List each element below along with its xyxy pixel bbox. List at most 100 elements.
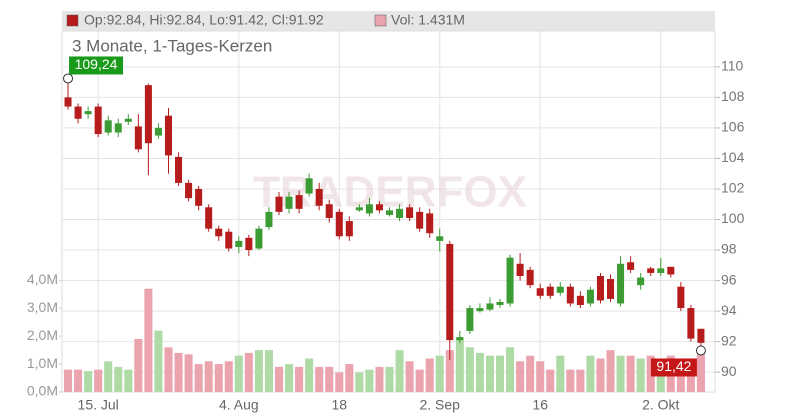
candle-body bbox=[134, 126, 142, 150]
volume-bar bbox=[264, 350, 273, 392]
candle-body bbox=[496, 301, 504, 305]
volume-bar bbox=[556, 355, 565, 392]
volume-bar bbox=[194, 364, 203, 392]
volume-bar bbox=[475, 352, 484, 392]
volume-tick-label: 1,0M bbox=[27, 355, 58, 371]
candle-body bbox=[375, 204, 383, 211]
volume-bar bbox=[626, 355, 635, 392]
volume-bar bbox=[405, 361, 414, 392]
y-tick-label: 108 bbox=[721, 88, 745, 104]
candle-body bbox=[205, 207, 213, 229]
x-tick-label: 2. Sep bbox=[419, 397, 460, 413]
header-price: Op:92.84, Hi:92.84, Lo:91.42, Cl:91.92 bbox=[84, 12, 324, 28]
candle-body bbox=[124, 118, 132, 122]
volume-bar bbox=[134, 338, 143, 392]
volume-bar bbox=[144, 288, 153, 392]
volume-tick-label: 2,0M bbox=[27, 327, 58, 343]
candle-body bbox=[235, 240, 243, 247]
candle-body bbox=[265, 211, 273, 228]
candle-body bbox=[446, 243, 454, 341]
y-tick-label: 90 bbox=[721, 363, 737, 379]
volume-bar bbox=[94, 369, 103, 392]
y-tick-label: 98 bbox=[721, 241, 737, 257]
candle-body bbox=[667, 266, 675, 275]
y-tick-label: 92 bbox=[721, 332, 737, 348]
candle-body bbox=[104, 120, 112, 133]
volume-bar bbox=[526, 355, 535, 392]
candle-body bbox=[195, 188, 203, 206]
candle-body bbox=[225, 231, 233, 249]
candle-body bbox=[526, 269, 534, 286]
volume-legend-swatch bbox=[374, 14, 387, 27]
volume-bar bbox=[214, 364, 223, 392]
volume-bar bbox=[566, 369, 575, 392]
volume-bar bbox=[204, 361, 213, 392]
volume-bar bbox=[425, 358, 434, 392]
y-tick-label: 106 bbox=[721, 119, 745, 135]
volume-bar bbox=[64, 369, 73, 392]
candle-body bbox=[637, 277, 645, 286]
header-volume: Vol: 1.431M bbox=[391, 12, 465, 28]
price-legend-swatch bbox=[66, 14, 79, 27]
candle-body bbox=[396, 208, 404, 218]
candle-body bbox=[697, 328, 705, 343]
volume-bar bbox=[74, 369, 83, 392]
volume-bar bbox=[84, 371, 93, 392]
candle-body bbox=[64, 97, 72, 107]
volume-bar bbox=[636, 358, 645, 392]
max-label: 109,24 bbox=[75, 56, 118, 72]
volume-bar bbox=[395, 350, 404, 392]
candle-body bbox=[426, 213, 434, 234]
max-marker bbox=[63, 73, 74, 84]
volume-bar bbox=[375, 366, 384, 392]
candle-body bbox=[506, 257, 514, 304]
candle-body bbox=[566, 286, 574, 304]
candle-body bbox=[335, 211, 343, 237]
candle-body bbox=[677, 286, 685, 309]
volume-bar bbox=[576, 369, 585, 392]
volume-tick-label: 0,0M bbox=[27, 383, 58, 399]
subtitle: 3 Monate, 1-Tages-Kerzen bbox=[72, 36, 272, 55]
x-tick-label: 2. Okt bbox=[642, 397, 679, 413]
candle-body bbox=[295, 195, 303, 209]
min-label: 91,42 bbox=[656, 358, 691, 374]
candle-body bbox=[305, 178, 313, 194]
candle-body bbox=[175, 156, 183, 183]
volume-bar bbox=[355, 372, 364, 392]
volume-bar bbox=[516, 361, 525, 392]
min-marker bbox=[695, 345, 706, 356]
x-tick-label: 16 bbox=[532, 397, 548, 413]
volume-bar bbox=[325, 366, 334, 392]
y-tick-label: 100 bbox=[721, 210, 745, 226]
y-tick-label: 102 bbox=[721, 180, 745, 196]
volume-bar bbox=[184, 354, 193, 392]
volume-bar bbox=[154, 330, 163, 392]
candle-body bbox=[596, 275, 604, 301]
candle-body bbox=[536, 288, 544, 296]
volume-bar bbox=[385, 366, 394, 392]
candle-body bbox=[154, 127, 162, 136]
volume-bar bbox=[244, 352, 253, 392]
candle-body bbox=[556, 286, 564, 293]
candle-body bbox=[315, 188, 323, 206]
volume-bar bbox=[285, 364, 294, 392]
candle-body bbox=[516, 263, 524, 276]
volume-tick-label: 4,0M bbox=[27, 271, 58, 287]
candle-body bbox=[275, 196, 283, 212]
candle-body bbox=[144, 85, 152, 144]
y-tick-label: 110 bbox=[721, 58, 744, 74]
volume-bar bbox=[616, 355, 625, 392]
candle-body bbox=[385, 210, 394, 215]
candle-body bbox=[617, 263, 625, 304]
x-tick-label: 18 bbox=[331, 397, 347, 413]
volume-bar bbox=[274, 366, 284, 392]
volume-bar bbox=[596, 358, 605, 392]
candle-body bbox=[84, 111, 92, 115]
volume-bar bbox=[365, 369, 374, 392]
volume-bar bbox=[586, 355, 595, 392]
header-bar bbox=[62, 11, 715, 31]
volume-bar bbox=[305, 358, 314, 392]
candle-body bbox=[607, 279, 615, 299]
